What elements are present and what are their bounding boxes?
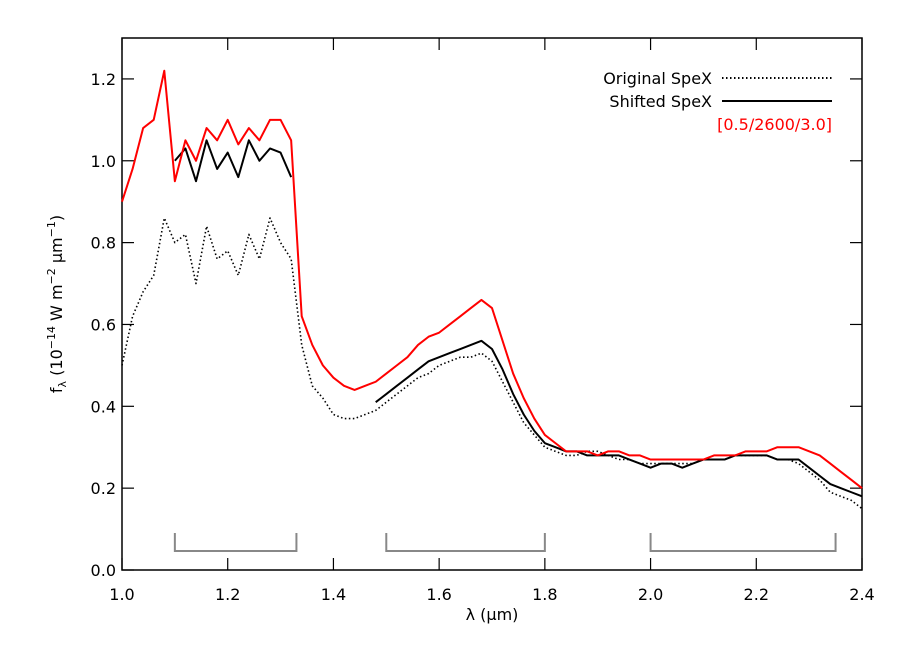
x-axis-label: λ (μm)	[466, 605, 519, 624]
fit-region-bracket	[173, 533, 298, 552]
legend-label: Original SpeX	[603, 69, 712, 88]
y-label-part: )	[47, 215, 66, 221]
y-tick-label: 0.8	[91, 234, 116, 253]
x-tick-label: 2.2	[744, 585, 769, 604]
y-label-part: f	[47, 387, 66, 393]
plot-frame	[121, 37, 863, 571]
x-tick-label: 1.8	[532, 585, 557, 604]
y-label-sup: −14	[45, 326, 58, 349]
y-tick-label: 0.0	[91, 561, 116, 580]
legend-label: [0.5/2600/3.0]	[717, 115, 832, 134]
x-tick-label: 2.0	[638, 585, 663, 604]
series-line	[174, 139, 863, 498]
y-label-part: μm	[47, 237, 66, 268]
y-label-sub: λ	[56, 380, 69, 387]
y-label-part: W m	[47, 284, 66, 326]
y-tick-label: 0.4	[91, 397, 116, 416]
x-tick-label: 1.2	[215, 585, 240, 604]
y-tick-label: 1.2	[91, 70, 116, 89]
series-line	[121, 69, 863, 489]
x-tick-label: 1.6	[426, 585, 451, 604]
y-label-sup: −2	[45, 268, 58, 284]
x-tick-label: 1.4	[321, 585, 346, 604]
series-line	[121, 217, 863, 510]
y-tick-label: 1.0	[91, 152, 116, 171]
legend-label: Shifted SpeX	[609, 92, 712, 111]
fit-region-bracket	[649, 533, 837, 552]
y-tick-label: 0.2	[91, 479, 116, 498]
y-axis-label: fλ (10−14 W m−2 μm−1)	[45, 215, 69, 393]
y-tick-label: 0.6	[91, 315, 116, 334]
fit-region-bracket	[385, 533, 546, 552]
y-label-sup: −1	[45, 221, 58, 237]
x-tick-label: 2.4	[849, 585, 874, 604]
y-label-part: (10	[47, 349, 66, 381]
x-tick-label: 1.0	[109, 585, 134, 604]
